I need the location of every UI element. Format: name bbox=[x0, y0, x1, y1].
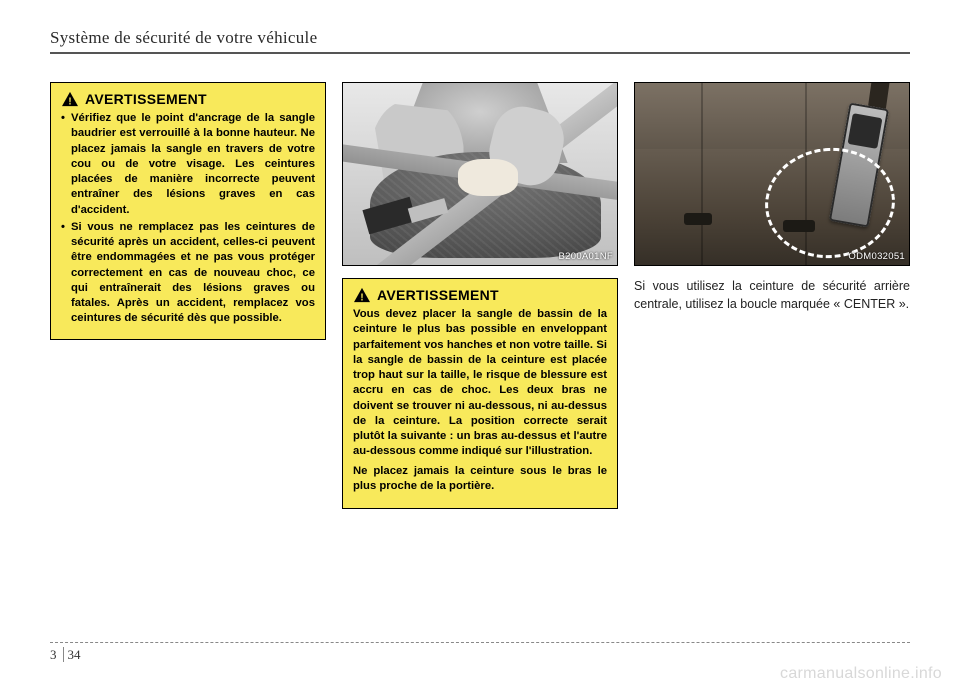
header: Système de sécurité de votre véhicule bbox=[50, 28, 910, 54]
warning-head: ! AVERTISSEMENT bbox=[353, 287, 607, 303]
warning-box-2: ! AVERTISSEMENT Vous devez placer la san… bbox=[342, 278, 618, 509]
footer-rule bbox=[50, 642, 910, 643]
warning-body: Vous devez placer la sangle de bassin de… bbox=[353, 307, 607, 494]
figure-lap-belt: B200A01NF bbox=[342, 82, 618, 266]
body-text: Si vous utilisez la ceinture de sécurité… bbox=[634, 278, 910, 313]
watermark: carmanualsonline.info bbox=[780, 665, 942, 683]
column-3: ODM032051 Si vous utilisez la ceinture d… bbox=[634, 82, 910, 521]
warning-bullet: Vérifiez que le point d'ancrage de la sa… bbox=[61, 111, 315, 218]
columns: ! AVERTISSEMENT Vérifiez que le point d'… bbox=[50, 82, 910, 521]
warning-paragraph: Vous devez placer la sangle de bassin de… bbox=[353, 307, 607, 460]
warning-title: AVERTISSEMENT bbox=[377, 287, 499, 303]
section-number: 3 bbox=[50, 647, 68, 662]
page-number-value: 34 bbox=[68, 647, 81, 662]
warning-title: AVERTISSEMENT bbox=[85, 91, 207, 107]
svg-text:!: ! bbox=[360, 292, 363, 303]
figure-label: ODM032051 bbox=[848, 251, 905, 262]
section-title: Système de sécurité de votre véhicule bbox=[50, 28, 910, 48]
warning-triangle-icon: ! bbox=[61, 91, 79, 107]
svg-text:!: ! bbox=[68, 96, 71, 107]
warning-triangle-icon: ! bbox=[353, 287, 371, 303]
column-2: B200A01NF ! AVERTISSEMENT Vous devez pla… bbox=[342, 82, 618, 521]
figure-label: B200A01NF bbox=[559, 251, 613, 262]
footer: 334 bbox=[50, 642, 910, 663]
warning-body: Vérifiez que le point d'ancrage de la sa… bbox=[61, 111, 315, 327]
page-number: 334 bbox=[50, 647, 910, 663]
column-1: ! AVERTISSEMENT Vérifiez que le point d'… bbox=[50, 82, 326, 521]
figure-center-buckle: ODM032051 bbox=[634, 82, 910, 266]
header-rule bbox=[50, 52, 910, 54]
warning-box-1: ! AVERTISSEMENT Vérifiez que le point d'… bbox=[50, 82, 326, 340]
manual-page: Système de sécurité de votre véhicule ! … bbox=[0, 0, 960, 689]
warning-bullet: Si vous ne remplacez pas les ceintures d… bbox=[61, 220, 315, 327]
warning-paragraph: Ne placez jamais la ceinture sous le bra… bbox=[353, 464, 607, 495]
warning-head: ! AVERTISSEMENT bbox=[61, 91, 315, 107]
